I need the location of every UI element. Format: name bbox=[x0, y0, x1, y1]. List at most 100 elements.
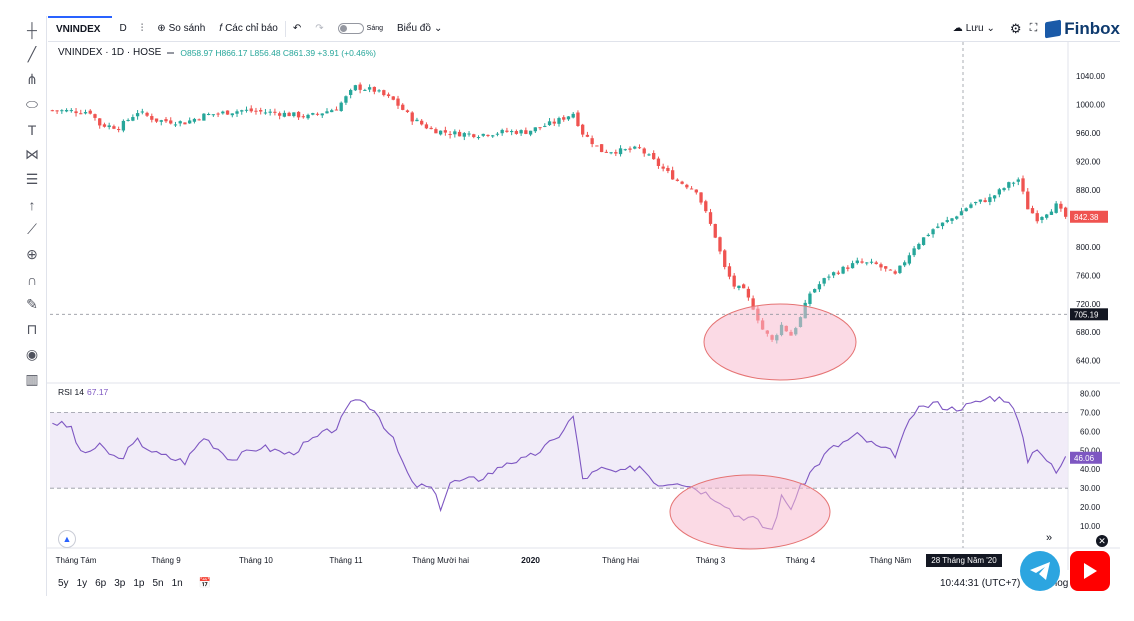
candle-body bbox=[476, 137, 481, 139]
candle-body bbox=[486, 134, 490, 136]
candle-body bbox=[169, 120, 173, 124]
interval-button[interactable]: D bbox=[119, 23, 127, 34]
candle-body bbox=[642, 148, 646, 154]
candle-body bbox=[950, 218, 954, 221]
range-6p[interactable]: 6p bbox=[95, 578, 107, 589]
date-range-icon[interactable]: 📅 bbox=[198, 578, 212, 589]
price-tick-label: 1040.00 bbox=[1076, 72, 1105, 81]
candle-body bbox=[495, 133, 500, 135]
close-icon[interactable]: ✕ bbox=[1096, 535, 1108, 547]
pattern-icon[interactable]: ⋈ bbox=[25, 146, 39, 162]
range-1n[interactable]: 1n bbox=[171, 578, 183, 589]
candle-body bbox=[978, 199, 983, 202]
range-5y[interactable]: 5y bbox=[58, 578, 69, 589]
candle-body bbox=[50, 110, 55, 112]
range-1p[interactable]: 1p bbox=[133, 578, 145, 589]
range-1y[interactable]: 1y bbox=[76, 578, 88, 589]
candle-body bbox=[850, 263, 855, 269]
candle-body bbox=[1021, 178, 1025, 192]
candle-body bbox=[334, 109, 339, 111]
candle-body bbox=[424, 124, 429, 129]
candle-body bbox=[93, 114, 97, 118]
candle-body bbox=[623, 149, 627, 151]
candle-body bbox=[64, 109, 69, 112]
candle-body bbox=[557, 118, 561, 124]
candle-body bbox=[60, 110, 64, 112]
candle-body bbox=[79, 113, 83, 115]
crosshair-icon[interactable]: ┼ bbox=[27, 21, 37, 38]
candle-body bbox=[462, 133, 466, 137]
candle-body bbox=[225, 110, 230, 115]
candle-body bbox=[836, 272, 841, 274]
compare-button[interactable]: ⊕ So sánh bbox=[150, 16, 212, 42]
rsi-tick-label: 10.00 bbox=[1080, 522, 1101, 531]
brand-logo: Finbox bbox=[1045, 19, 1120, 39]
forecast-icon[interactable]: ☰ bbox=[25, 171, 39, 187]
candle-body bbox=[902, 262, 907, 266]
candle-body bbox=[936, 226, 940, 228]
price-tick-label: 960.00 bbox=[1076, 129, 1101, 138]
candle-body bbox=[448, 134, 452, 136]
redo-icon[interactable]: ↷ bbox=[315, 23, 324, 34]
lock-icon[interactable]: ⊓ bbox=[26, 321, 38, 337]
candle-body bbox=[382, 90, 386, 96]
candle-body bbox=[164, 119, 168, 122]
last-price-label: 842.38 bbox=[1074, 213, 1099, 222]
text-icon[interactable]: T bbox=[27, 121, 37, 138]
candle-body bbox=[974, 201, 978, 204]
shape-icon[interactable]: ⬭ bbox=[26, 96, 38, 112]
price-tick-label: 640.00 bbox=[1076, 357, 1101, 366]
candle-body bbox=[888, 269, 893, 271]
candle-body bbox=[259, 110, 263, 112]
series-legend: VNINDEX · 1D · HOSE O858.97 H866.17 L856… bbox=[58, 47, 376, 58]
rsi-tick-label: 50.00 bbox=[1080, 446, 1101, 455]
undo-icon[interactable]: ↶ bbox=[292, 23, 302, 34]
clock: 10:44:31 (UTC+7) bbox=[940, 578, 1021, 589]
ruler-icon[interactable]: ⟋ bbox=[27, 221, 37, 237]
candle-body bbox=[618, 148, 623, 155]
price-tick-label: 880.00 bbox=[1076, 186, 1101, 195]
toggle-switch[interactable] bbox=[337, 23, 364, 34]
candle-body bbox=[367, 87, 372, 90]
candle-body bbox=[216, 113, 220, 115]
zoom-icon[interactable]: ⊕ bbox=[26, 246, 38, 262]
candle-body bbox=[912, 248, 916, 256]
range-5n[interactable]: 5n bbox=[152, 578, 164, 589]
pitchfork-icon[interactable]: ⋔ bbox=[26, 71, 38, 87]
go-to-realtime-icon[interactable]: » bbox=[1046, 532, 1053, 544]
magnet-icon[interactable]: ∩ bbox=[26, 271, 38, 288]
time-tick-label: Tháng 4 bbox=[786, 556, 816, 565]
candle-style-icon[interactable]: ⫶ bbox=[140, 23, 144, 34]
candle-body bbox=[955, 216, 959, 219]
range-3p[interactable]: 3p bbox=[114, 578, 126, 589]
indicators-label: Các chỉ báo bbox=[225, 23, 278, 34]
save-button[interactable]: ☁ Lưu ⌄ bbox=[946, 16, 1002, 42]
rsi-tick-label: 20.00 bbox=[1080, 503, 1101, 512]
price-tick-label: 800.00 bbox=[1076, 243, 1101, 252]
candle-body bbox=[533, 127, 537, 132]
log-toggle[interactable]: log bbox=[1055, 578, 1069, 589]
fullscreen-icon[interactable]: ⛶ bbox=[1029, 22, 1038, 34]
candle-body bbox=[287, 112, 291, 117]
gear-icon[interactable]: ⚙ bbox=[1009, 20, 1022, 36]
lock-drawing-icon[interactable]: ✎ bbox=[26, 296, 38, 312]
eye-icon[interactable]: ◉ bbox=[25, 346, 39, 362]
telegram-button[interactable] bbox=[1020, 551, 1060, 591]
candle-body bbox=[514, 131, 519, 134]
candle-body bbox=[396, 98, 400, 106]
rsi-bottom-highlight bbox=[669, 474, 831, 550]
arrow-up-icon[interactable]: ↑ bbox=[28, 196, 36, 213]
time-tick-label: Tháng 10 bbox=[239, 556, 273, 565]
candle-body bbox=[855, 260, 859, 264]
candle-body bbox=[74, 111, 78, 114]
trash-icon[interactable]: ▥ bbox=[25, 371, 39, 387]
candle-body bbox=[434, 129, 438, 134]
theme-toggle[interactable]: Sáng bbox=[331, 16, 390, 42]
indicators-button[interactable]: f Các chỉ báo bbox=[212, 16, 285, 42]
candle-body bbox=[713, 223, 717, 238]
youtube-button[interactable] bbox=[1070, 551, 1110, 591]
chart-type-dropdown[interactable]: Biểu đồ ⌄ bbox=[390, 16, 449, 42]
trendline-icon[interactable]: ╱ bbox=[27, 46, 37, 62]
symbol-search[interactable]: VNINDEX bbox=[48, 15, 113, 42]
